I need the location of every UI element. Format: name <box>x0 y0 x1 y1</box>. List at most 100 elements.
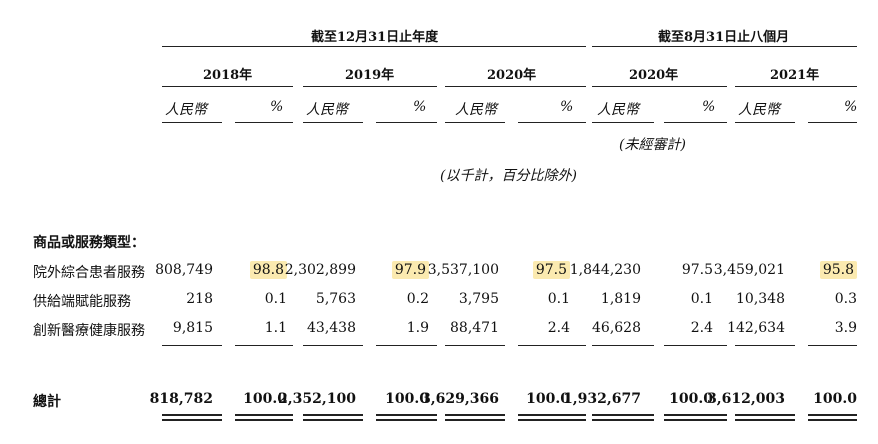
rule-line <box>518 414 586 416</box>
sub-divider <box>235 122 293 123</box>
table-cell: 0.3 <box>834 291 857 307</box>
table-cell: 5,763 <box>315 291 356 307</box>
period-header-year-end: 截至12月31日止年度 <box>311 30 439 45</box>
rule-line <box>376 419 437 421</box>
rule-line <box>808 414 857 416</box>
table-cell: 3,537,100 <box>427 262 499 278</box>
table-cell: 1.1 <box>264 320 287 336</box>
table-cell: 3,795 <box>458 291 499 307</box>
pct-label: % <box>844 99 858 115</box>
total-label: 總計 <box>33 394 61 410</box>
currency-label: 人民幣 <box>306 102 348 118</box>
table-cell: 1,844,230 <box>569 262 641 278</box>
table-cell: 3.9 <box>834 320 857 336</box>
total-cell: 2,352,100 <box>278 391 356 407</box>
rule-line <box>376 345 437 346</box>
row-label-innovative: 創新醫療健康服務 <box>33 323 145 339</box>
year-header-2020: 2020年 <box>487 68 537 83</box>
total-cell: 818,782 <box>149 391 213 407</box>
table-cell: 46,628 <box>592 320 641 336</box>
table-cell: 10,348 <box>736 291 785 307</box>
rule-line <box>162 345 222 346</box>
rule-line <box>808 419 857 421</box>
rule-line <box>162 414 222 416</box>
currency-label: 人民幣 <box>738 102 780 118</box>
rule-line <box>664 414 727 416</box>
rule-line <box>445 345 505 346</box>
table-cell: 218 <box>186 291 213 307</box>
rule-line <box>664 419 727 421</box>
table-cell: 95.8 <box>819 261 857 279</box>
rule-line <box>592 414 654 416</box>
total-cell: 100.0 <box>385 391 429 407</box>
table-cell: 98.8 <box>249 261 287 279</box>
table-cell: 97.9 <box>391 261 429 279</box>
pct-label: % <box>413 99 427 115</box>
rule-line <box>303 419 363 421</box>
table-cell: 0.2 <box>406 291 429 307</box>
rule-line <box>235 414 293 416</box>
period-divider-1 <box>162 46 586 47</box>
rule-line <box>162 419 222 421</box>
table-cell: 97.5 <box>532 261 570 279</box>
total-cell: 3,612,003 <box>707 391 785 407</box>
total-cell: 100.0 <box>813 391 857 407</box>
year-header-2020-8m: 2020年 <box>629 68 679 83</box>
year-divider-2019 <box>303 86 437 87</box>
sub-divider <box>303 122 363 123</box>
rule-line <box>518 345 586 346</box>
table-cell: 808,749 <box>155 262 213 278</box>
rule-line <box>592 345 654 346</box>
rule-line <box>735 419 795 421</box>
total-cell: 3,629,366 <box>421 391 499 407</box>
period-header-eight-months: 截至8月31日止八個月 <box>658 30 790 45</box>
table-cell: 2.4 <box>690 320 713 336</box>
section-title: 商品或服務類型： <box>33 235 145 251</box>
rule-line <box>235 345 293 346</box>
currency-label: 人民幣 <box>597 102 639 118</box>
sub-divider <box>808 122 857 123</box>
table-cell: 2,302,899 <box>284 262 356 278</box>
pct-label: % <box>702 99 716 115</box>
table-cell: 3,459,021 <box>713 262 785 278</box>
rule-line <box>592 419 654 421</box>
sub-divider <box>592 122 654 123</box>
total-cell: 100.0 <box>669 391 713 407</box>
year-header-2021-8m: 2021年 <box>770 68 820 83</box>
table-cell: 0.1 <box>690 291 713 307</box>
unit-note: (以千計，百分比除外) <box>440 168 577 184</box>
year-header-2019: 2019年 <box>345 68 395 83</box>
table-cell: 0.1 <box>264 291 287 307</box>
year-header-2018: 2018年 <box>203 68 253 83</box>
year-divider-2021-8m <box>735 86 857 87</box>
sub-divider <box>162 122 222 123</box>
sub-divider <box>445 122 505 123</box>
year-divider-2020-8m <box>592 86 727 87</box>
rule-line <box>735 414 795 416</box>
rule-line <box>235 419 293 421</box>
rule-line <box>808 345 857 346</box>
row-label-supply-side: 供給端賦能服務 <box>33 294 131 310</box>
table-cell: 97.5 <box>681 262 713 278</box>
table-cell: 2.4 <box>547 320 570 336</box>
row-label-outpatient: 院外綜合患者服務 <box>33 265 145 281</box>
year-divider-2020 <box>445 86 586 87</box>
year-divider-2018 <box>162 86 293 87</box>
unaudited-note: (未經審計) <box>619 137 686 153</box>
sub-divider <box>376 122 437 123</box>
rule-line <box>518 419 586 421</box>
table-cell: 142,634 <box>727 320 785 336</box>
rule-line <box>303 414 363 416</box>
total-cell: 100.0 <box>526 391 570 407</box>
rule-line <box>445 419 505 421</box>
currency-label: 人民幣 <box>165 102 207 118</box>
currency-label: 人民幣 <box>455 102 497 118</box>
table-cell: 1.9 <box>406 320 429 336</box>
table-cell: 0.1 <box>547 291 570 307</box>
rule-line <box>303 345 363 346</box>
table-cell: 9,815 <box>172 320 213 336</box>
table-cell: 43,438 <box>307 320 356 336</box>
sub-divider <box>664 122 727 123</box>
total-cell: 100.0 <box>243 391 287 407</box>
total-cell: 1,932,677 <box>563 391 641 407</box>
